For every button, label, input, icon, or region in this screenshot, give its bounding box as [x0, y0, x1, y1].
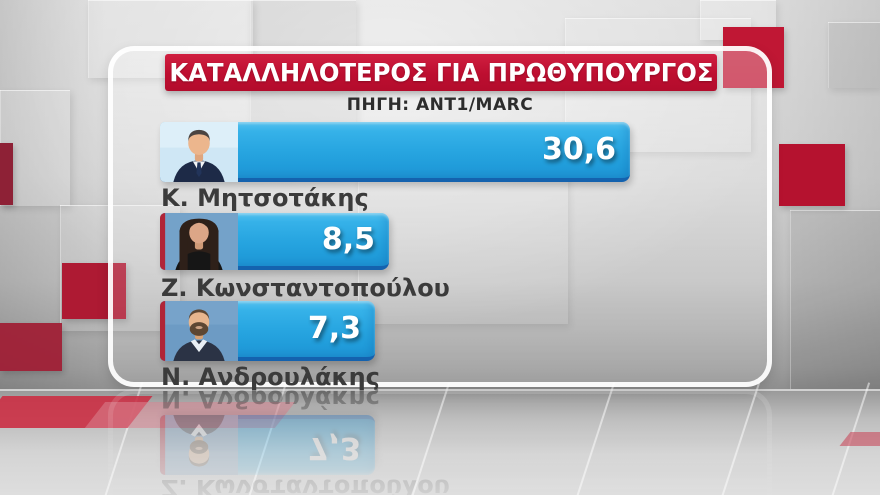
wall-tile: [790, 210, 880, 390]
poll-value: 7,3: [307, 310, 361, 346]
portrait-mitsotakis: [160, 122, 238, 182]
background-floor: [0, 382, 880, 495]
red-accent-square: [0, 323, 62, 371]
portrait-konstantopoulou: [160, 213, 238, 270]
floor-reflection: ΚΑΤΑΛΛΗΛΟΤΕΡΟΣ ΓΙΑ ΠΡΩΘΥΠΟΥΡΓΟΣ ΠΗΓΗ: ΑΝ…: [0, 389, 880, 495]
candidate-name: Κ. Μητσοτάκης: [161, 184, 369, 212]
chart-title-banner: ΚΑΤΑΛΛΗΛΟΤΕΡΟΣ ΓΙΑ ΠΡΩΘΥΠΟΥΡΓΟΣ: [165, 54, 717, 91]
poll-bar-mitsotakis: 30,6: [160, 122, 630, 182]
red-accent-square: [62, 263, 126, 319]
poll-value: 8,5: [321, 221, 375, 257]
red-accent-square: [0, 143, 13, 205]
red-accent-square: [779, 144, 845, 206]
chart-title: ΚΑΤΑΛΛΗΛΟΤΕΡΟΣ ΓΙΑ ΠΡΩΘΥΠΟΥΡΓΟΣ: [169, 58, 714, 87]
source-label: ΠΗΓΗ: ΑΝΤ1/MARC: [346, 95, 534, 115]
chart-panel: ΚΑΤΑΛΛΗΛΟΤΕΡΟΣ ΓΙΑ ΠΡΩΘΥΠΟΥΡΓΟΣ ΠΗΓΗ: ΑΝ…: [108, 46, 772, 391]
floor-wall-seam: [0, 389, 880, 391]
poll-bar-konstantopoulou: 8,5: [160, 213, 389, 270]
wall-tile: [828, 22, 880, 88]
candidate-name: Ν. Ανδρουλάκης: [161, 363, 380, 391]
poll-value: 30,6: [541, 131, 616, 167]
candidate-name: Ζ. Κωνσταντοπούλου: [161, 274, 450, 302]
portrait-androulakis: [160, 301, 238, 361]
poll-bar-androulakis: 7,3: [160, 301, 375, 361]
